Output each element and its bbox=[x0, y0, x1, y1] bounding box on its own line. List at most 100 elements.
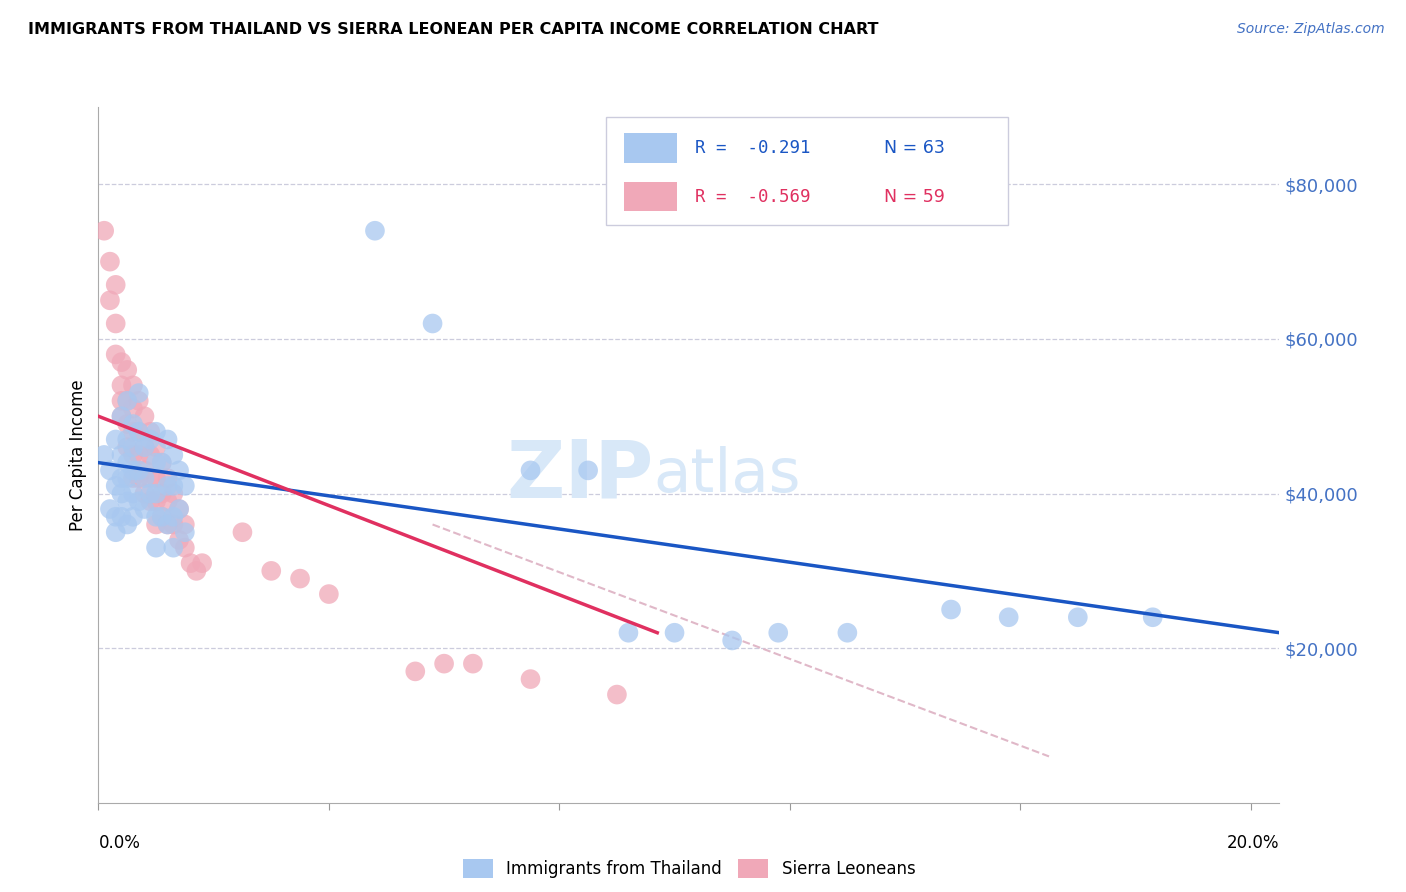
Point bbox=[145, 541, 167, 555]
Point bbox=[156, 494, 179, 508]
Point bbox=[110, 471, 132, 485]
Text: atlas: atlas bbox=[654, 446, 801, 505]
Point bbox=[98, 502, 121, 516]
Text: R =  -0.291: R = -0.291 bbox=[695, 139, 810, 157]
Point bbox=[519, 672, 541, 686]
Point bbox=[145, 517, 167, 532]
Point bbox=[167, 463, 190, 477]
Point bbox=[156, 517, 179, 532]
Point bbox=[128, 425, 150, 439]
Point bbox=[231, 525, 253, 540]
Point bbox=[128, 448, 150, 462]
FancyBboxPatch shape bbox=[624, 134, 678, 162]
FancyBboxPatch shape bbox=[606, 118, 1008, 226]
Point bbox=[134, 440, 156, 454]
Text: ZIP: ZIP bbox=[506, 437, 654, 515]
Legend: Immigrants from Thailand, Sierra Leoneans: Immigrants from Thailand, Sierra Leonean… bbox=[456, 853, 922, 885]
Point bbox=[110, 355, 132, 369]
Point bbox=[104, 277, 127, 292]
Point bbox=[422, 317, 444, 331]
Point bbox=[145, 509, 167, 524]
Point bbox=[122, 417, 145, 431]
Point bbox=[1067, 610, 1090, 624]
Point bbox=[134, 486, 156, 500]
Point bbox=[145, 471, 167, 485]
Point bbox=[104, 347, 127, 361]
Point bbox=[122, 486, 145, 500]
Point bbox=[156, 517, 179, 532]
Text: N = 63: N = 63 bbox=[884, 139, 945, 157]
Point bbox=[150, 456, 173, 470]
Point bbox=[115, 363, 138, 377]
Point bbox=[191, 556, 214, 570]
Point bbox=[404, 665, 426, 679]
Point bbox=[162, 479, 184, 493]
Point bbox=[145, 456, 167, 470]
Point bbox=[104, 433, 127, 447]
Point bbox=[150, 509, 173, 524]
Point bbox=[110, 448, 132, 462]
Text: 20.0%: 20.0% bbox=[1227, 834, 1279, 852]
Point bbox=[128, 494, 150, 508]
Point bbox=[939, 602, 962, 616]
Point bbox=[139, 486, 162, 500]
Point bbox=[98, 254, 121, 268]
Text: 0.0%: 0.0% bbox=[98, 834, 141, 852]
Point bbox=[167, 533, 190, 547]
Point bbox=[104, 509, 127, 524]
Point bbox=[115, 393, 138, 408]
Point bbox=[122, 471, 145, 485]
Point bbox=[145, 440, 167, 454]
Point bbox=[1142, 610, 1164, 624]
Point bbox=[115, 471, 138, 485]
Point bbox=[110, 409, 132, 424]
Point bbox=[115, 440, 138, 454]
Point bbox=[162, 509, 184, 524]
Point bbox=[318, 587, 340, 601]
Point bbox=[115, 417, 138, 431]
Point bbox=[93, 448, 115, 462]
Point bbox=[156, 471, 179, 485]
FancyBboxPatch shape bbox=[624, 182, 678, 211]
Point bbox=[122, 463, 145, 477]
Text: IMMIGRANTS FROM THAILAND VS SIERRA LEONEAN PER CAPITA INCOME CORRELATION CHART: IMMIGRANTS FROM THAILAND VS SIERRA LEONE… bbox=[28, 22, 879, 37]
Point bbox=[145, 486, 167, 500]
Point bbox=[162, 486, 184, 500]
Point bbox=[115, 517, 138, 532]
Point bbox=[98, 463, 121, 477]
Text: Source: ZipAtlas.com: Source: ZipAtlas.com bbox=[1237, 22, 1385, 37]
Point bbox=[145, 425, 167, 439]
Point bbox=[104, 317, 127, 331]
Point bbox=[139, 433, 162, 447]
Point bbox=[104, 525, 127, 540]
Point bbox=[115, 433, 138, 447]
Point bbox=[721, 633, 744, 648]
Point bbox=[139, 448, 162, 462]
Point bbox=[122, 440, 145, 454]
Point bbox=[461, 657, 484, 671]
Point bbox=[122, 425, 145, 439]
Point bbox=[768, 625, 790, 640]
Point bbox=[186, 564, 208, 578]
Point bbox=[260, 564, 283, 578]
Point bbox=[122, 448, 145, 462]
Text: R =  -0.569: R = -0.569 bbox=[695, 188, 810, 206]
Point bbox=[150, 509, 173, 524]
Point bbox=[115, 456, 138, 470]
Point bbox=[98, 293, 121, 308]
Point bbox=[104, 479, 127, 493]
Point bbox=[162, 517, 184, 532]
Point bbox=[162, 448, 184, 462]
Point bbox=[128, 393, 150, 408]
Point bbox=[288, 572, 311, 586]
Point bbox=[145, 494, 167, 508]
Point bbox=[576, 463, 599, 477]
Point bbox=[122, 509, 145, 524]
Point bbox=[128, 386, 150, 401]
Point bbox=[134, 502, 156, 516]
Point bbox=[110, 409, 132, 424]
Point bbox=[139, 471, 162, 485]
Text: N = 59: N = 59 bbox=[884, 188, 945, 206]
Point bbox=[173, 541, 195, 555]
Point bbox=[162, 541, 184, 555]
